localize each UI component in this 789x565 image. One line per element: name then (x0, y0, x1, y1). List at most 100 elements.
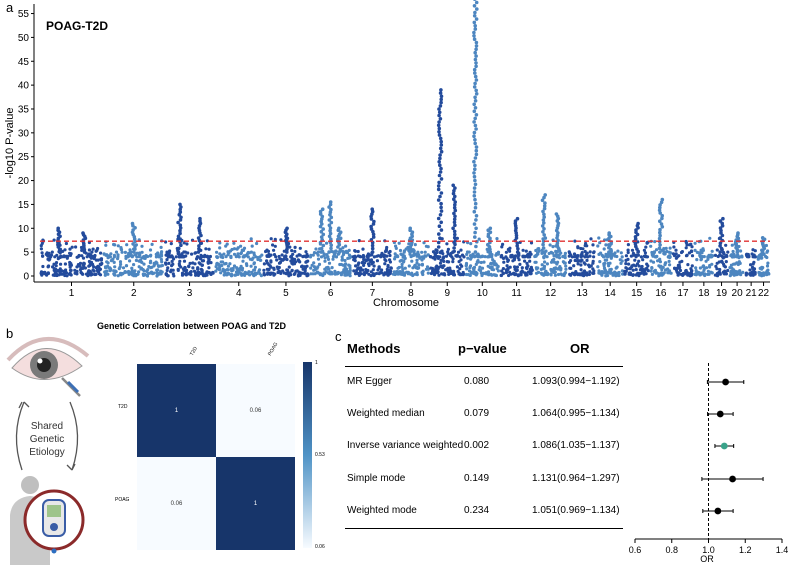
snp-point (285, 226, 289, 231)
snp-point (525, 261, 529, 265)
snp-point (715, 248, 719, 252)
snp-point (576, 245, 580, 249)
snp-point (206, 260, 210, 264)
snp-point (718, 244, 722, 248)
snp-point (176, 250, 181, 254)
snp-point (451, 226, 455, 231)
snp-point (54, 261, 59, 265)
snp-point (453, 194, 457, 199)
snp-point (179, 215, 183, 220)
snp-point (477, 237, 481, 241)
snp-point (155, 271, 159, 275)
snp-point (473, 197, 477, 202)
snp-point (364, 268, 368, 272)
snp-point (451, 183, 456, 188)
chromosome-4-points (214, 237, 264, 278)
snp-point (729, 269, 733, 273)
snp-point (262, 262, 266, 266)
or-header: OR (570, 341, 590, 356)
snp-point (690, 264, 694, 268)
snp-point (473, 50, 478, 55)
manhattan-ytick-label: 0 (23, 272, 29, 283)
snp-point (229, 267, 233, 271)
snp-point (176, 234, 181, 239)
snp-point (152, 271, 156, 275)
snp-point (232, 241, 236, 245)
snp-point (515, 250, 520, 254)
snp-point (623, 270, 627, 274)
snp-point (253, 273, 257, 277)
snp-point (523, 259, 527, 263)
snp-point (83, 266, 87, 270)
snp-point (341, 249, 345, 253)
snp-point (658, 205, 662, 210)
forest-estimate-point (722, 378, 729, 386)
chromosome-11-points (499, 216, 534, 278)
snp-point (444, 254, 449, 258)
snp-point (171, 262, 175, 266)
heatmap-title: Genetic Correlation between POAG and T2D (97, 321, 287, 331)
snp-point (732, 255, 736, 259)
snp-point (250, 270, 254, 274)
snp-point (650, 272, 655, 276)
snp-point (709, 270, 713, 274)
snp-point (68, 247, 72, 251)
forest-estimate-point (720, 442, 728, 450)
snp-point (528, 272, 533, 276)
snp-point (474, 214, 479, 218)
snp-point (439, 250, 443, 254)
snp-point (439, 258, 443, 262)
snp-point (472, 34, 476, 38)
snp-point (438, 104, 443, 108)
forest-row-3 (701, 475, 764, 483)
snp-point (446, 250, 450, 254)
snp-point (338, 247, 343, 252)
snp-point (636, 250, 640, 254)
snp-point (746, 254, 750, 259)
snp-point (573, 239, 577, 243)
snp-point (492, 273, 496, 277)
snp-point (504, 270, 509, 274)
snp-point (259, 274, 263, 278)
pvalue-cell: 0.079 (464, 408, 490, 419)
snp-point (437, 232, 441, 236)
snp-point (473, 57, 478, 62)
chromosome-label: 5 (283, 288, 289, 299)
snp-point (473, 0, 477, 1)
snp-point (474, 78, 479, 82)
snp-point (658, 250, 662, 254)
snp-point (596, 244, 600, 248)
snp-point (52, 238, 56, 242)
snp-point (436, 184, 441, 188)
snp-point (765, 273, 769, 277)
snp-point (94, 272, 98, 276)
snp-point (530, 268, 534, 272)
snp-point (453, 200, 458, 204)
snp-point (343, 250, 347, 254)
snp-point (57, 273, 61, 277)
snp-point (312, 261, 316, 265)
chromosome-label: 12 (545, 288, 557, 299)
snp-point (103, 270, 108, 274)
snp-point (504, 250, 508, 254)
snp-point (480, 266, 485, 270)
snp-point (589, 264, 593, 268)
snp-point (494, 262, 498, 266)
snp-point (298, 246, 302, 250)
snp-point (399, 252, 403, 256)
snp-point (143, 255, 147, 259)
snp-point (568, 272, 572, 276)
snp-point (375, 259, 379, 263)
snp-point (473, 99, 478, 103)
snp-point (92, 265, 96, 269)
snp-point (226, 268, 230, 272)
snp-point (657, 246, 662, 250)
snp-point (145, 274, 150, 278)
snp-point (702, 268, 706, 272)
snp-point (170, 259, 174, 263)
snp-point (569, 253, 573, 257)
snp-point (713, 273, 718, 277)
snp-point (723, 269, 727, 273)
snp-point (218, 246, 222, 250)
snp-point (99, 262, 103, 267)
